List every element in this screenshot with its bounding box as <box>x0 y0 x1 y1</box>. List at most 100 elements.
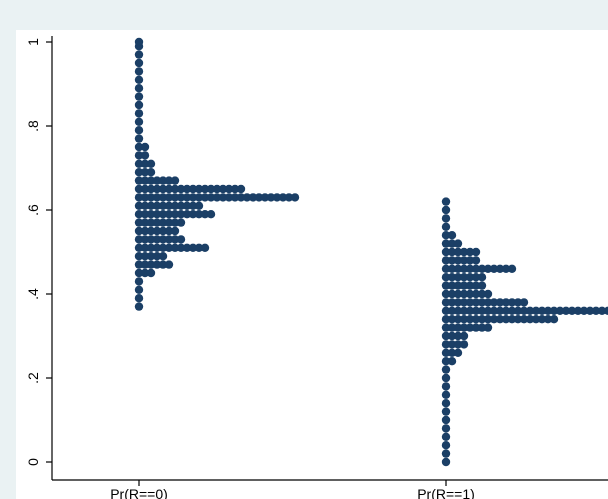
data-dot <box>140 268 150 278</box>
data-dot <box>453 331 463 341</box>
data-dot <box>170 235 180 244</box>
data-dot <box>194 193 204 202</box>
data-dot <box>501 298 511 307</box>
data-dot <box>441 197 451 206</box>
data-dot <box>441 214 451 223</box>
data-dot <box>597 306 607 315</box>
data-dot <box>146 226 156 236</box>
data-dot <box>146 252 156 261</box>
data-dot <box>134 151 144 160</box>
data-dot <box>236 184 246 194</box>
data-dot <box>453 323 463 332</box>
data-dot <box>477 264 487 273</box>
data-dot <box>278 193 288 202</box>
data-dot <box>224 193 234 202</box>
data-dot <box>152 243 162 252</box>
data-dot <box>537 306 547 315</box>
data-dot <box>525 315 535 324</box>
data-dot <box>188 184 198 194</box>
data-dot <box>188 201 198 210</box>
data-dot <box>453 273 463 282</box>
data-dot <box>200 184 210 194</box>
data-dot <box>543 315 553 324</box>
data-dot <box>188 193 198 202</box>
data-dot <box>501 315 511 324</box>
data-dot <box>441 357 451 366</box>
data-dot <box>146 235 156 244</box>
data-dot <box>441 340 451 349</box>
y-axis: 0 .2 .4 .6 .8 1 <box>25 36 53 480</box>
data-dot <box>176 201 186 210</box>
data-dot <box>447 315 457 324</box>
data-dot <box>465 306 475 315</box>
data-dot <box>194 184 204 194</box>
data-dot <box>495 264 505 273</box>
data-dot <box>447 247 457 257</box>
data-dot <box>543 306 553 315</box>
data-dot <box>140 193 150 202</box>
data-dot <box>441 247 451 257</box>
data-dot <box>537 315 547 324</box>
data-dot <box>471 315 481 324</box>
data-dot <box>501 306 511 315</box>
data-dot <box>134 58 144 68</box>
data-dot <box>146 243 156 252</box>
data-dot <box>465 315 475 324</box>
data-dot <box>182 201 192 210</box>
data-dot <box>182 184 192 194</box>
data-dot <box>441 264 451 273</box>
data-dot <box>170 243 180 252</box>
data-dot <box>206 210 216 219</box>
data-dot <box>134 277 144 286</box>
y-tick-label: 0 <box>25 458 41 466</box>
data-dot <box>146 201 156 210</box>
data-dot <box>152 210 162 219</box>
data-dot <box>441 205 451 215</box>
data-dot <box>441 273 451 282</box>
data-dot <box>465 256 475 265</box>
data-dot <box>200 210 210 219</box>
data-dot <box>134 285 144 294</box>
data-dot <box>176 193 186 202</box>
data-dot <box>441 449 451 458</box>
data-dot <box>447 264 457 273</box>
data-dot <box>248 193 258 202</box>
data-dot <box>453 264 463 273</box>
data-dot <box>146 168 156 177</box>
data-dot <box>453 306 463 315</box>
data-dot <box>146 260 156 269</box>
data-dot <box>447 331 457 341</box>
data-dot <box>158 252 168 261</box>
data-dot <box>200 243 210 252</box>
data-dot <box>507 306 517 315</box>
data-dot <box>513 315 523 324</box>
data-dot <box>453 298 463 307</box>
data-dot <box>134 92 144 101</box>
data-dot <box>513 306 523 315</box>
data-dot <box>459 323 469 332</box>
data-dot <box>531 306 541 315</box>
data-dot <box>164 218 174 227</box>
data-dot <box>134 252 144 261</box>
data-dot <box>176 184 186 194</box>
data-dot <box>507 315 517 324</box>
data-dot <box>477 306 487 315</box>
data-dot <box>441 315 451 324</box>
data-dot <box>134 294 144 303</box>
data-dot <box>519 315 529 324</box>
data-dot <box>140 210 150 219</box>
data-dot <box>465 273 475 282</box>
data-dot <box>483 323 493 332</box>
data-dot <box>146 218 156 227</box>
data-dot <box>573 306 583 315</box>
data-dot <box>447 231 457 240</box>
data-dot <box>507 264 517 273</box>
data-dot <box>441 298 451 307</box>
data-dot <box>140 260 150 269</box>
data-dot <box>188 243 198 252</box>
data-dot <box>459 298 469 307</box>
data-dot <box>236 193 246 202</box>
data-dot <box>242 193 252 202</box>
data-dot <box>489 264 499 273</box>
data-dot <box>453 239 463 248</box>
